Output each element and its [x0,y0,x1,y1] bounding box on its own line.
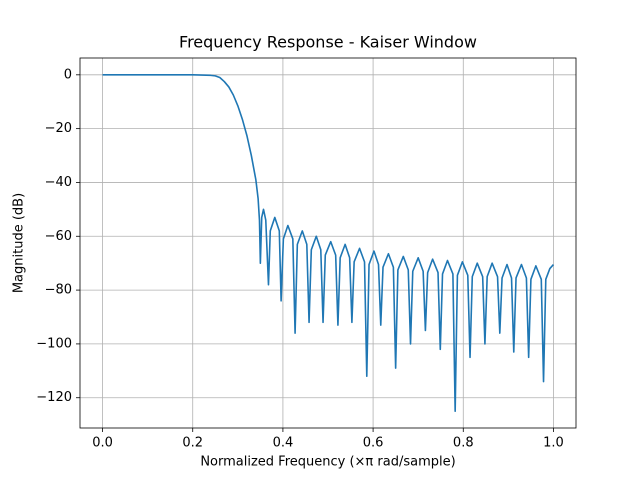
y-tick-label: −120 [36,390,72,405]
y-tick-label: −20 [45,121,72,136]
x-tick-label: 0.0 [92,436,113,451]
y-tick-label: −80 [45,283,72,298]
x-tick-label: 1.0 [543,436,564,451]
y-tick-label: −60 [45,229,72,244]
x-tick-label: 0.8 [453,436,474,451]
chart-title: Frequency Response - Kaiser Window [179,33,477,52]
plot-frame [79,57,577,429]
y-tick-label: −40 [45,175,72,190]
x-tick-label: 0.4 [273,436,294,451]
x-axis-label: Normalized Frequency (×π rad/sample) [200,455,455,470]
y-tick-label: 0 [64,67,72,82]
x-tick-label: 0.6 [363,436,384,451]
y-axis-label: Magnitude (dB) [12,193,27,293]
x-tick-label: 0.2 [182,436,203,451]
y-tick-label: −100 [36,336,72,351]
line [102,74,555,412]
